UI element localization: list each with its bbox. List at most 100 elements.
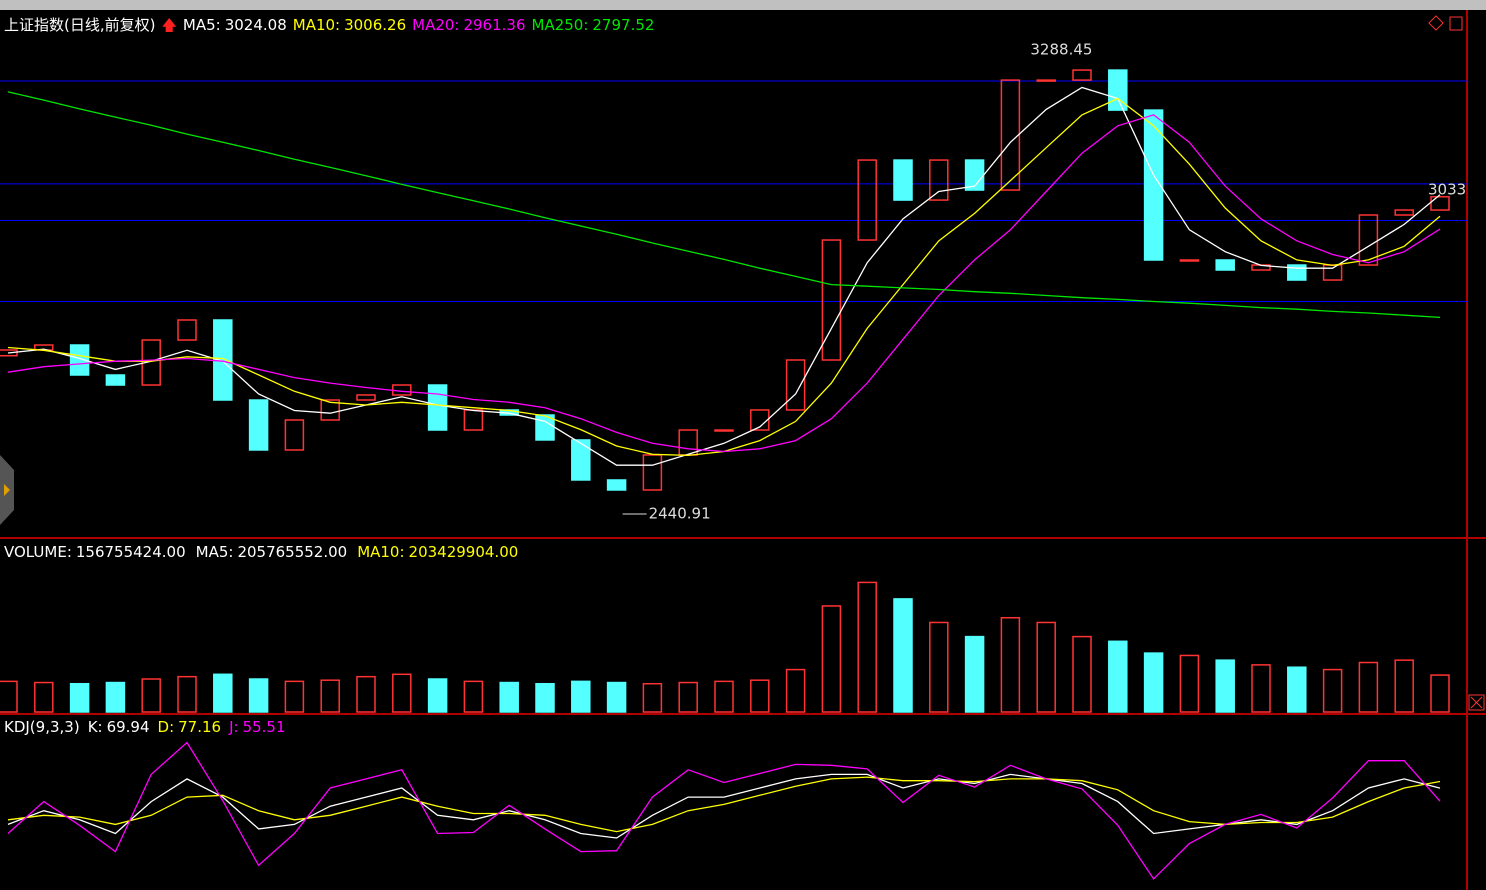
panel-button[interactable] <box>1428 15 1444 31</box>
ma-line <box>7 114 1441 453</box>
legend-name: K: <box>88 718 103 736</box>
candle <box>1036 79 1056 82</box>
volume-bar <box>248 678 269 713</box>
candle <box>1143 109 1164 261</box>
legend-value: 205765552.00 <box>237 543 347 561</box>
title: VOLUME: <box>4 543 72 561</box>
ma-line <box>7 91 1441 319</box>
volume-header: VOLUME: 156755424.00 MA5: 205765552.00 MA10:… <box>4 543 518 561</box>
candle <box>785 359 806 411</box>
candle <box>141 339 161 386</box>
panel-button[interactable] <box>1449 16 1463 31</box>
volume-bar <box>1358 661 1379 713</box>
legend-name: D: <box>158 718 175 736</box>
volume-bar <box>964 635 985 713</box>
ma-line <box>7 86 1441 466</box>
candle <box>642 454 663 491</box>
candle <box>1394 209 1414 216</box>
side-tab-icon <box>4 484 10 496</box>
signal-icon: 🡅 <box>161 16 176 34</box>
volume-bar <box>857 581 877 713</box>
legend-value: 3024.08 <box>225 16 287 34</box>
candle <box>320 399 340 421</box>
volume-bar <box>785 668 806 713</box>
title: KDJ(9,3,3) <box>4 718 80 736</box>
toolbar-strip <box>0 0 1486 10</box>
high-label: 3288.45 <box>1030 41 1092 59</box>
volume-bar <box>535 682 555 713</box>
candle <box>427 384 448 431</box>
candle <box>1358 214 1379 266</box>
legend-name: MA5: <box>183 16 221 34</box>
volume-bar <box>1179 654 1200 713</box>
title: 上证指数(日线,前复权) <box>4 16 155 34</box>
candle <box>750 409 770 431</box>
volume-bar <box>284 680 305 713</box>
candle <box>1179 259 1200 262</box>
volume-bar <box>34 681 54 713</box>
volume-bar <box>750 679 770 713</box>
volume-bar <box>427 678 448 713</box>
legend-name: MA5: <box>196 543 234 561</box>
volume-bar <box>1394 659 1414 713</box>
candle <box>69 344 90 376</box>
legend-name: MA10: <box>357 543 404 561</box>
volume-bar <box>1000 617 1021 713</box>
volume-bar <box>213 673 233 713</box>
candle <box>1000 79 1021 191</box>
candle <box>284 419 305 451</box>
volume-bar <box>929 621 949 713</box>
low-label: 2440.91 <box>649 504 711 522</box>
legend-value: 55.51 <box>243 718 286 736</box>
volume-bar <box>1108 640 1128 713</box>
volume-bar <box>356 675 376 713</box>
volume-bar <box>1143 652 1164 713</box>
candle <box>1215 259 1235 271</box>
volume-bar <box>893 598 913 713</box>
volume-bar <box>606 681 627 713</box>
candle <box>821 239 842 361</box>
candle <box>857 159 877 241</box>
volume-bar <box>1251 664 1271 713</box>
volume-bar <box>1287 666 1307 713</box>
legend-value: 77.16 <box>178 718 221 736</box>
volume-bar <box>177 675 197 713</box>
volume-bar <box>1430 674 1450 713</box>
candle <box>1072 69 1092 81</box>
volume-bar <box>1072 635 1092 713</box>
volume-bar <box>571 680 591 713</box>
candle <box>571 439 591 481</box>
volume-bar <box>141 678 161 713</box>
volume-bar <box>1322 668 1343 713</box>
kdj-line <box>7 773 1441 839</box>
candle <box>177 319 197 341</box>
legend-value: 2961.36 <box>463 16 525 34</box>
volume-bar <box>105 681 126 713</box>
legend-name: MA250: <box>532 16 589 34</box>
candle <box>893 159 913 201</box>
volume-bar <box>69 682 90 713</box>
volume-bar <box>320 679 340 713</box>
close-icon <box>1470 696 1483 709</box>
volume-bar <box>678 681 698 713</box>
volume-bar <box>642 682 663 713</box>
candle <box>0 349 18 357</box>
volume-bar <box>0 680 18 713</box>
volume-bar <box>714 680 734 713</box>
candle <box>929 159 949 201</box>
candle <box>248 399 269 451</box>
legend-name: J: <box>228 718 238 736</box>
legend-value: 156755424.00 <box>76 543 186 561</box>
legend-value: 69.94 <box>107 718 150 736</box>
volume-bar <box>821 605 842 713</box>
close-button[interactable] <box>1468 694 1485 711</box>
legend-value: 203429904.00 <box>409 543 519 561</box>
legend-name: MA20: <box>412 16 459 34</box>
legend-name: MA10: <box>293 16 340 34</box>
candle <box>606 479 627 491</box>
candle <box>1430 196 1450 211</box>
volume-bar <box>499 681 519 713</box>
volume-bar <box>463 680 484 713</box>
